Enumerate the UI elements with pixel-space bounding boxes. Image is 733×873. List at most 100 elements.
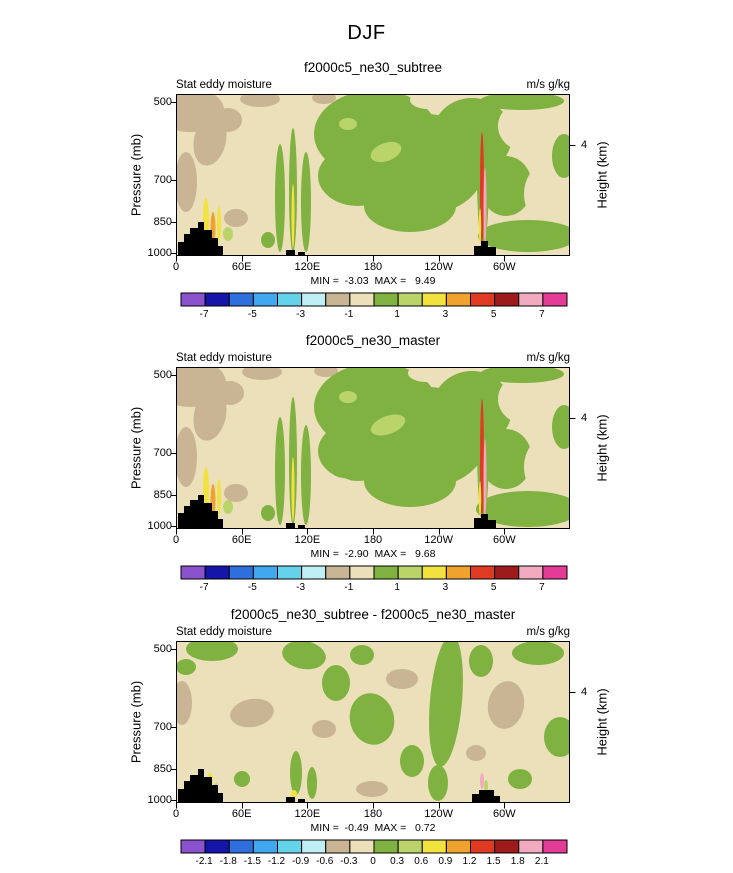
contour-field	[176, 94, 570, 256]
contour-region-green	[480, 429, 532, 489]
field-label: Stat eddy moisture	[176, 352, 272, 364]
colorbar-label: -1.2	[267, 856, 286, 867]
colorbar-cell-red	[470, 839, 496, 854]
colorbar-cell-red	[470, 565, 496, 580]
contour-region-green	[469, 645, 493, 677]
colorbar-cell-pale_cyan	[301, 839, 327, 854]
contour-region-green	[478, 220, 570, 252]
plot-border	[176, 367, 570, 529]
contour-region-green	[282, 641, 326, 670]
colorbar-label: -1.5	[243, 856, 261, 867]
colorbar-label: -3	[296, 309, 306, 320]
colorbar-cell-sky	[252, 839, 278, 854]
x-tick-label: 120W	[424, 808, 454, 820]
contour-region-tan	[216, 381, 244, 405]
colorbar-cell-tan	[325, 839, 351, 854]
contour-region-tan	[230, 698, 274, 728]
colorbar-label: -1	[344, 309, 354, 320]
colorbar-label: 1	[394, 582, 400, 593]
min-max-stats: MIN = -3.03 MAX = 9.49	[310, 275, 436, 287]
contour-region-green	[480, 367, 564, 383]
x-tick-label: 120E	[294, 808, 321, 820]
contour-region-green	[476, 491, 570, 527]
y-tick-label-left: 850	[153, 488, 172, 501]
panel-difference: f2000c5_ne30_subtree - f2000c5_ne30_mast…	[0, 607, 733, 873]
contour-region-tan	[176, 427, 197, 487]
colorbar-cell-pink	[518, 839, 544, 854]
contour-region-light_green	[370, 414, 406, 436]
contour-region-black	[178, 495, 223, 529]
contour-region-green	[364, 180, 456, 232]
colorbar-cell-blue	[228, 565, 254, 580]
colorbar-label: 7	[539, 309, 545, 320]
min-max-stats: MIN = -0.49 MAX = 0.72	[310, 822, 436, 834]
contour-region-light_green	[223, 500, 233, 514]
contour-region-light_green	[339, 118, 357, 130]
contour-region-yellow	[478, 208, 482, 244]
colorbar-label: 0	[370, 856, 376, 867]
contour-region-green	[552, 134, 570, 178]
colorbar-label: 1.8	[510, 856, 525, 867]
contour-region-green	[301, 152, 311, 252]
y-tick-label-left: 1000	[147, 793, 172, 806]
contour-region-green	[261, 505, 275, 521]
colorbar-label: 1.5	[486, 856, 501, 867]
colorbar-label: 1	[394, 309, 400, 320]
colorbar-cell-magenta	[542, 565, 568, 580]
y-tick-label-left: 850	[153, 762, 172, 775]
colorbar-label: 0.3	[390, 856, 405, 867]
colorbar-cell-pale_cyan	[301, 565, 327, 580]
colorbar-cell-purple	[180, 292, 206, 307]
contour-region-black	[298, 525, 305, 529]
contour-region-green	[400, 745, 424, 777]
contour-region-green	[301, 425, 311, 525]
x-tick-label: 60E	[231, 261, 252, 273]
colorbar-cell-cream	[349, 565, 375, 580]
x-tick-label: 120E	[294, 534, 321, 546]
x-tick-label: 180	[363, 808, 383, 820]
colorbar-label: -1	[344, 582, 354, 593]
colorbar-label: 2.1	[534, 856, 549, 867]
colorbar-cell-magenta	[542, 292, 568, 307]
units-label: m/s g/kg	[526, 626, 570, 638]
contour-region-pink	[480, 773, 484, 789]
colorbar-cell-yellow	[421, 839, 447, 854]
colorbar-cell-navy	[204, 839, 230, 854]
colorbar-label: -0.6	[316, 856, 334, 867]
contour-region-tan	[176, 152, 197, 212]
x-tick-label: 60W	[493, 261, 516, 273]
y-tick-label-left: 700	[153, 721, 172, 734]
panel-title: f2000c5_ne30_master	[305, 333, 441, 348]
contour-region-yellow	[217, 479, 221, 515]
contour-region-black	[298, 252, 305, 256]
colorbar-label: -0.3	[340, 856, 358, 867]
contour-region-green	[544, 717, 570, 757]
contour-region-red	[480, 399, 484, 519]
colorbar-cell-light_green	[397, 292, 423, 307]
colorbar-cell-magenta	[542, 839, 568, 854]
colorbar-cell-navy	[204, 292, 230, 307]
contour-region-yellow	[217, 206, 221, 242]
y-tick-label-left: 700	[153, 447, 172, 460]
colorbar-cell-light_green	[397, 565, 423, 580]
x-tick-label: 0	[172, 534, 180, 546]
x-tick-label: 60E	[231, 534, 252, 546]
colorbar-cell-tan	[325, 565, 351, 580]
contour-region-green	[307, 767, 317, 799]
contour-region-green	[432, 98, 512, 174]
contour-region-cream	[524, 435, 570, 499]
x-tick-label: 60E	[231, 808, 252, 820]
contour-region-black	[178, 222, 223, 256]
colorbar-label: 5	[490, 582, 497, 593]
y-tick-label-left: 1000	[147, 246, 172, 259]
contour-region-green	[480, 94, 564, 110]
min-max-stats: MIN = -2.90 MAX = 9.68	[310, 548, 436, 560]
contour-region-tan	[193, 389, 227, 441]
contour-region-tan	[466, 745, 486, 761]
colorbar-cell-light_green	[397, 839, 423, 854]
panel-title: f2000c5_ne30_subtree - f2000c5_ne30_mast…	[230, 607, 516, 622]
x-tick-label: 0	[172, 261, 180, 273]
contour-region-yellow	[291, 790, 297, 798]
contour-region-tan	[487, 681, 525, 729]
